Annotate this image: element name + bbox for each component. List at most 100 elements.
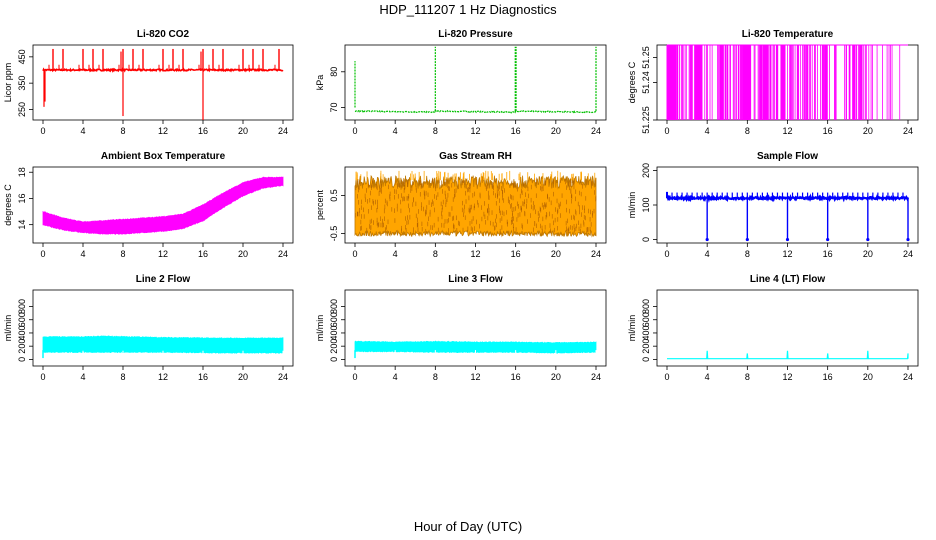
panel-title: Gas Stream RH <box>439 151 512 162</box>
x-tick-label: 20 <box>863 372 873 382</box>
x-tick-label: 12 <box>782 126 792 136</box>
y-tick-label: 450 <box>17 49 27 64</box>
x-tick-label: 4 <box>393 372 398 382</box>
y-tick-label: 200 <box>641 339 651 354</box>
x-tick-label: 4 <box>705 372 710 382</box>
sample-flow-dip-point <box>705 237 709 242</box>
x-tick-label: 12 <box>158 249 168 259</box>
x-tick-label: 12 <box>782 249 792 259</box>
x-tick-label: 8 <box>745 249 750 259</box>
panel-title: Li-820 Pressure <box>438 29 513 40</box>
panel-title: Sample Flow <box>757 151 818 162</box>
x-tick-label: 8 <box>433 249 438 259</box>
y-axis-label: ml/min <box>3 315 13 342</box>
box_temp-band <box>42 176 284 235</box>
sample-flow-dip-point <box>826 237 830 242</box>
sample-flow-dip-point <box>906 237 910 242</box>
figure-title: HDP_111207 1 Hz Diagnostics <box>379 2 557 17</box>
x-tick-label: 8 <box>433 126 438 136</box>
x-tick-label: 20 <box>238 372 248 382</box>
x-tick-label: 24 <box>903 126 913 136</box>
x-tick-label: 16 <box>823 126 833 136</box>
x-tick-label: 8 <box>120 126 125 136</box>
x-tick-label: 8 <box>745 372 750 382</box>
x-tick-label: 16 <box>198 126 208 136</box>
panel-sample_flow: Sample Flow 0 4 8 12 16 20 24 0 100 200 ml/min <box>627 151 919 259</box>
x-tick-label: 24 <box>278 372 288 382</box>
x-tick-label: 20 <box>551 249 561 259</box>
y-tick-label: 16 <box>17 193 27 203</box>
y-tick-label: 51.225 <box>641 106 651 134</box>
x-tick-label: 12 <box>470 372 480 382</box>
panel-title: Li-820 Temperature <box>742 29 834 40</box>
x-tick-label: 16 <box>511 249 521 259</box>
y-tick-label: 0 <box>329 357 339 362</box>
x-tick-label: 16 <box>823 249 833 259</box>
x-tick-label: 16 <box>198 372 208 382</box>
y-axis-label: kPa <box>315 75 325 91</box>
x-tick-label: 24 <box>591 126 601 136</box>
y-tick-label: 51.25 <box>641 46 651 69</box>
y-tick-label: -0.5 <box>329 226 339 242</box>
y-tick-label: 800 <box>641 299 651 314</box>
y-tick-label: 400 <box>17 325 27 340</box>
x-tick-label: 8 <box>120 249 125 259</box>
y-tick-label: 200 <box>641 163 651 178</box>
x-tick-label: 4 <box>80 249 85 259</box>
panel-box_temp: Ambient Box Temperature 0 4 8 12 16 20 24 14 16 18… <box>3 151 294 259</box>
x-tick-label: 0 <box>664 126 669 136</box>
y-axis-label: ml/min <box>627 315 637 342</box>
temp-toggle-block <box>667 45 677 120</box>
y-tick-label: 18 <box>17 167 27 177</box>
y-tick-label: 100 <box>641 197 651 212</box>
y-axis-label: ml/min <box>627 192 637 219</box>
y-axis-label: degrees C <box>627 61 637 103</box>
x-tick-label: 20 <box>238 249 248 259</box>
x-tick-label: 4 <box>705 126 710 136</box>
y-tick-label: 0 <box>641 357 651 362</box>
temp-toggle-block <box>763 45 769 120</box>
x-tick-label: 16 <box>823 372 833 382</box>
panel-line4_flow: Line 4 (LT) Flow 0 4 8 12 16 20 24 0 200400600800… <box>627 274 919 382</box>
x-tick-label: 0 <box>352 126 357 136</box>
y-tick-label: 800 <box>329 299 339 314</box>
panel-title: Li-820 CO2 <box>137 29 190 40</box>
x-tick-label: 24 <box>278 249 288 259</box>
y-tick-label: 0.5 <box>329 189 339 202</box>
x-tick-label: 8 <box>120 372 125 382</box>
x-tick-label: 24 <box>903 249 913 259</box>
line2_flow-band <box>42 335 284 354</box>
y-tick-label: 600 <box>329 312 339 327</box>
panel-title: Ambient Box Temperature <box>101 151 226 162</box>
x-tick-label: 20 <box>551 126 561 136</box>
panel-title: Line 2 Flow <box>136 274 191 285</box>
x-tick-label: 4 <box>393 249 398 259</box>
y-axis-label: percent <box>315 189 325 220</box>
x-tick-label: 4 <box>705 249 710 259</box>
panel-licor_temp: Li-820 Temperature 0 4 8 12 16 20 24 51.225 51.24… <box>627 29 919 136</box>
y-tick-label: 800 <box>17 299 27 314</box>
x-tick-label: 4 <box>80 372 85 382</box>
x-tick-label: 0 <box>40 372 45 382</box>
x-tick-label: 24 <box>591 372 601 382</box>
x-tick-label: 16 <box>511 126 521 136</box>
y-tick-label: 70 <box>329 102 339 112</box>
x-tick-label: 20 <box>551 372 561 382</box>
x-tick-label: 20 <box>863 126 873 136</box>
pressure-series <box>354 109 597 114</box>
panel-co2: Li-820 CO2 0 4 8 12 16 20 24 250 350 450 Licor ppm <box>3 29 294 136</box>
y-tick-label: 250 <box>17 102 27 117</box>
y-axis-label: Licor ppm <box>3 63 13 103</box>
sample-flow-dip-point <box>866 237 870 242</box>
panel-grid: Li-820 CO2 0 4 8 12 16 20 24 250 350 450 Licor ppm L… <box>3 29 919 382</box>
sample-flow-dip-point <box>785 237 790 242</box>
x-tick-label: 0 <box>40 249 45 259</box>
temp-toggle-block <box>780 45 786 120</box>
y-tick-label: 80 <box>329 67 339 77</box>
x-tick-label: 0 <box>664 372 669 382</box>
y-tick-label: 350 <box>17 76 27 91</box>
y-tick-label: 600 <box>17 312 27 327</box>
